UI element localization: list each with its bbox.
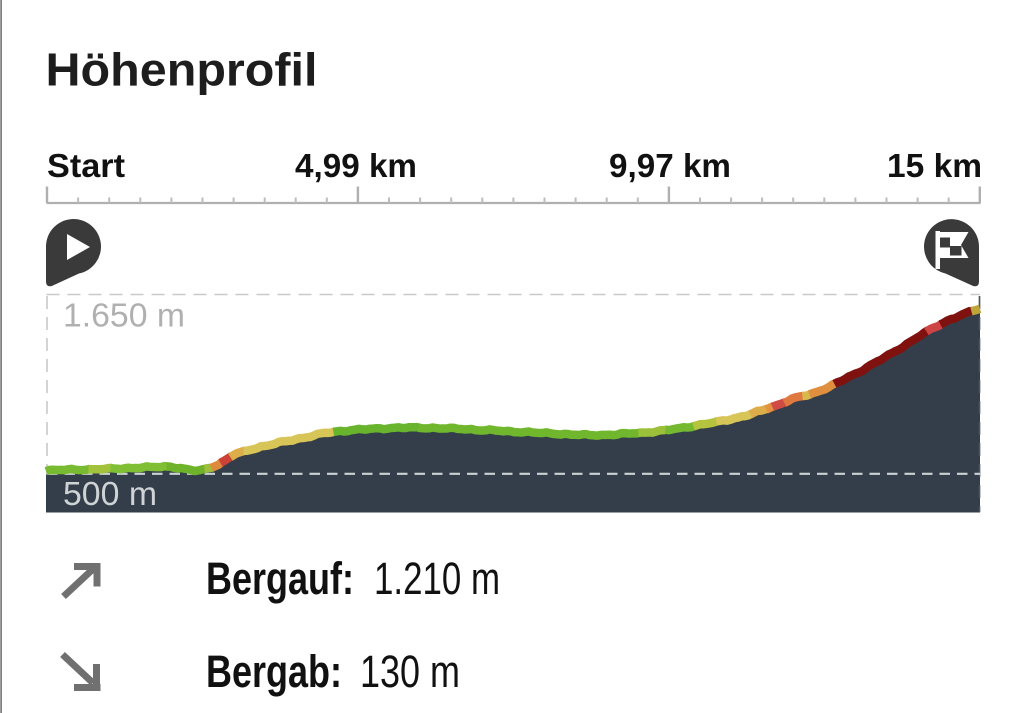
svg-text:1.650 m: 1.650 m bbox=[63, 297, 185, 334]
svg-text:15 km: 15 km bbox=[887, 147, 982, 184]
svg-text:1.210 m: 1.210 m bbox=[374, 553, 500, 604]
svg-text:Höhenprofil: Höhenprofil bbox=[46, 44, 318, 96]
svg-text:500 m: 500 m bbox=[63, 475, 157, 512]
svg-text:Bergab:: Bergab: bbox=[206, 646, 342, 697]
svg-text:Bergauf:: Bergauf: bbox=[206, 553, 354, 604]
svg-text:9,97 km: 9,97 km bbox=[609, 147, 731, 184]
svg-text:Start: Start bbox=[47, 147, 125, 184]
svg-text:4,99 km: 4,99 km bbox=[295, 147, 417, 184]
svg-text:130 m: 130 m bbox=[360, 646, 460, 697]
